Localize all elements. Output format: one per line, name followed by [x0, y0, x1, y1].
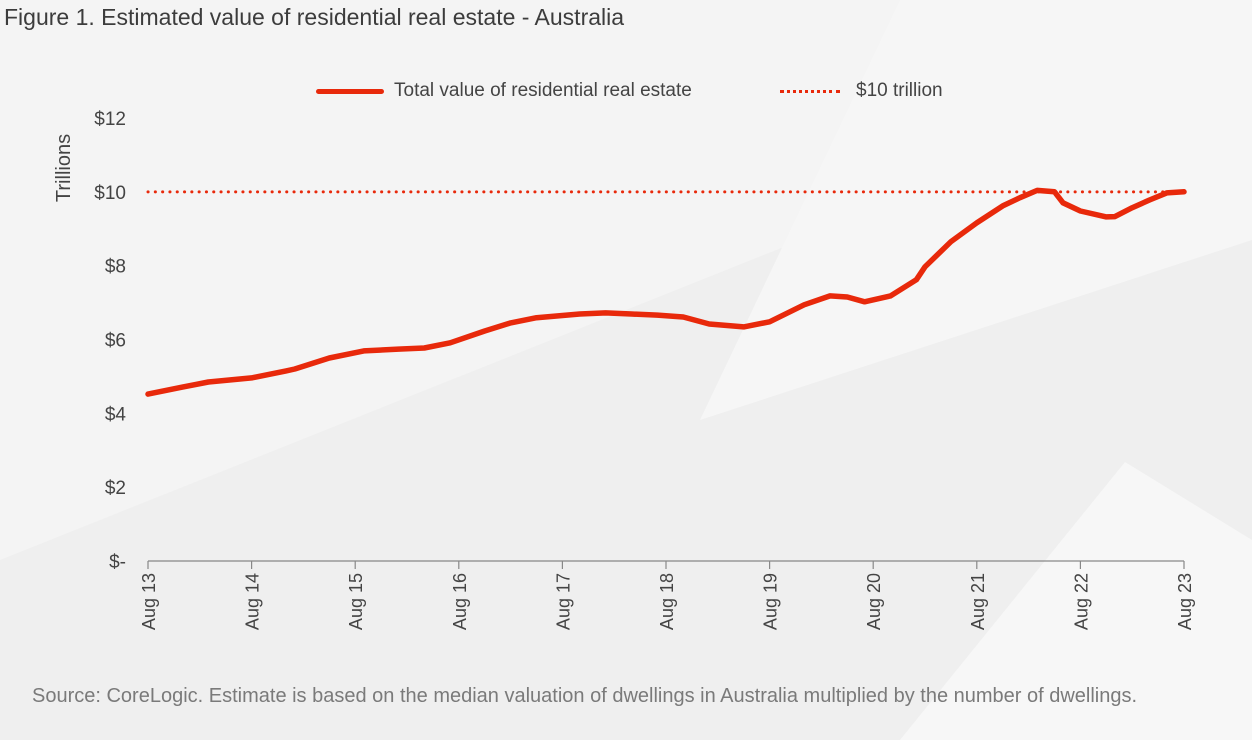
y-tick-label: $12 — [94, 109, 126, 130]
x-tick-label: Aug 19 — [761, 573, 781, 630]
background-shape — [700, 0, 1252, 420]
y-tick-label: $10 — [94, 183, 126, 204]
background-shape — [900, 462, 1252, 740]
x-tick-label: Aug 21 — [968, 573, 988, 630]
y-tick-label: $4 — [105, 404, 127, 425]
x-tick-label: Aug 13 — [139, 573, 159, 630]
y-axis-label: Trillions — [53, 134, 75, 202]
legend-dotted-line-swatch — [780, 89, 840, 93]
legend-label: $10 trillion — [856, 80, 943, 101]
x-tick-label: Aug 18 — [657, 573, 677, 630]
y-tick-label: $- — [109, 552, 126, 573]
x-tick-label: Aug 15 — [346, 573, 366, 630]
legend-item-total-value: Total value of residential real estate — [316, 80, 692, 102]
source-note: Source: CoreLogic. Estimate is based on … — [32, 685, 1138, 707]
x-tick-label: Aug 14 — [243, 573, 263, 630]
x-tick-label: Aug 22 — [1071, 573, 1091, 630]
x-tick-label: Aug 17 — [553, 573, 573, 630]
y-tick-label: $6 — [105, 331, 126, 352]
x-tick-label: Aug 20 — [864, 573, 884, 630]
y-tick-label: $2 — [105, 478, 126, 499]
legend-item-10-trillion: $10 trillion — [780, 80, 943, 102]
legend-solid-line-swatch — [316, 88, 384, 94]
x-tick-label: Aug 23 — [1175, 573, 1195, 630]
chart-title: Figure 1. Estimated value of residential… — [4, 4, 625, 30]
x-tick-label: Aug 16 — [450, 573, 470, 630]
y-tick-label: $8 — [105, 257, 126, 278]
series-line-total-value — [145, 187, 1187, 397]
legend-label: Total value of residential real estate — [394, 80, 692, 101]
